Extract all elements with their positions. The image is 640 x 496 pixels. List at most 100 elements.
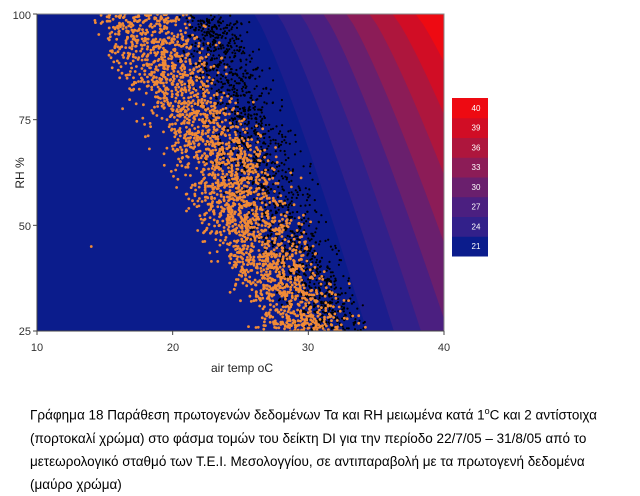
scatter-point	[351, 314, 355, 318]
scatter-point	[352, 323, 355, 326]
scatter-point	[218, 162, 222, 165]
scatter-point	[207, 91, 211, 95]
scatter-point	[341, 317, 344, 320]
scatter-point	[196, 95, 199, 99]
scatter-point	[231, 158, 235, 162]
scatter-point	[205, 73, 208, 76]
scatter-point	[244, 229, 248, 233]
scatter-point	[302, 286, 306, 290]
x-tick-label: 10	[31, 342, 43, 354]
scatter-point	[252, 228, 255, 231]
scatter-point	[254, 170, 258, 174]
scatter-point	[203, 188, 207, 192]
scatter-point	[146, 30, 150, 34]
scatter-point	[274, 232, 278, 236]
scatter-point	[308, 203, 311, 207]
scatter-point	[214, 118, 218, 122]
scatter-point	[288, 242, 291, 245]
scatter-point	[256, 132, 260, 136]
scatter-point	[165, 21, 169, 25]
scatter-point	[286, 225, 290, 229]
scatter-point	[285, 283, 289, 286]
scatter-point	[318, 277, 321, 280]
scatter-point	[200, 191, 204, 195]
scatter-point	[213, 168, 217, 172]
scatter-point	[140, 37, 144, 41]
scatter-point	[336, 325, 339, 329]
scatter-point	[267, 186, 270, 189]
scatter-point	[156, 85, 160, 89]
scatter-point	[193, 115, 196, 119]
scatter-point	[178, 134, 182, 138]
scatter-point	[247, 168, 251, 171]
scatter-point	[282, 221, 285, 224]
scatter-point	[342, 310, 345, 313]
scatter-point	[130, 66, 134, 70]
scatter-point	[253, 150, 256, 154]
scatter-point	[237, 94, 240, 97]
scatter-point	[191, 25, 194, 29]
scatter-point	[298, 187, 301, 190]
scatter-point	[256, 215, 260, 219]
scatter-point	[210, 81, 214, 85]
scatter-point	[191, 120, 195, 124]
scatter-point	[219, 99, 223, 102]
scatter-point	[285, 257, 289, 261]
scatter-point	[227, 199, 230, 203]
scatter-point	[225, 162, 229, 166]
scatter-point	[269, 88, 272, 91]
scatter-point	[306, 311, 310, 314]
scatter-point	[224, 106, 228, 110]
scatter-point	[268, 262, 272, 266]
scatter-point	[164, 78, 168, 81]
scatter-point	[174, 54, 178, 58]
scatter-point	[295, 314, 298, 318]
scatter-point	[324, 301, 328, 305]
scatter-point	[285, 221, 289, 225]
scatter-point	[253, 239, 257, 242]
scatter-point	[211, 108, 215, 112]
scatter-point	[230, 78, 233, 81]
scatter-point	[116, 50, 120, 54]
scatter-point	[296, 210, 299, 214]
scatter-point	[223, 82, 226, 85]
scatter-point	[246, 165, 250, 169]
scatter-point	[215, 97, 218, 100]
scatter-point	[110, 66, 114, 70]
scatter-point	[255, 163, 259, 166]
scatter-point	[236, 239, 240, 243]
scatter-point	[207, 76, 211, 79]
scatter-point	[120, 45, 124, 49]
scatter-point	[138, 72, 142, 76]
scatter-point	[264, 154, 267, 157]
scatter-point	[189, 72, 193, 75]
scatter-point	[198, 76, 201, 80]
scatter-point	[145, 55, 149, 58]
scatter-point	[257, 240, 261, 243]
scatter-point	[279, 149, 282, 152]
scatter-point	[307, 196, 310, 199]
scatter-point	[319, 240, 322, 243]
scatter-point	[172, 79, 175, 83]
colorbar-segment	[452, 177, 488, 198]
scatter-point	[233, 202, 237, 206]
scatter-point	[171, 67, 175, 71]
scatter-point	[179, 60, 182, 64]
scatter-point	[109, 56, 113, 60]
scatter-point	[247, 113, 250, 116]
scatter-point	[219, 77, 222, 80]
scatter-point	[173, 49, 177, 53]
scatter-point	[243, 82, 246, 85]
scatter-point	[288, 247, 292, 250]
scatter-point	[327, 238, 330, 241]
scatter-point	[184, 39, 188, 43]
scatter-point	[202, 168, 206, 172]
scatter-point	[201, 33, 204, 36]
scatter-point	[267, 253, 271, 257]
scatter-point	[314, 286, 317, 289]
scatter-point	[263, 305, 266, 309]
scatter-point	[271, 240, 274, 243]
scatter-point	[299, 150, 302, 153]
scatter-point	[289, 275, 292, 278]
scatter-point	[235, 146, 239, 150]
